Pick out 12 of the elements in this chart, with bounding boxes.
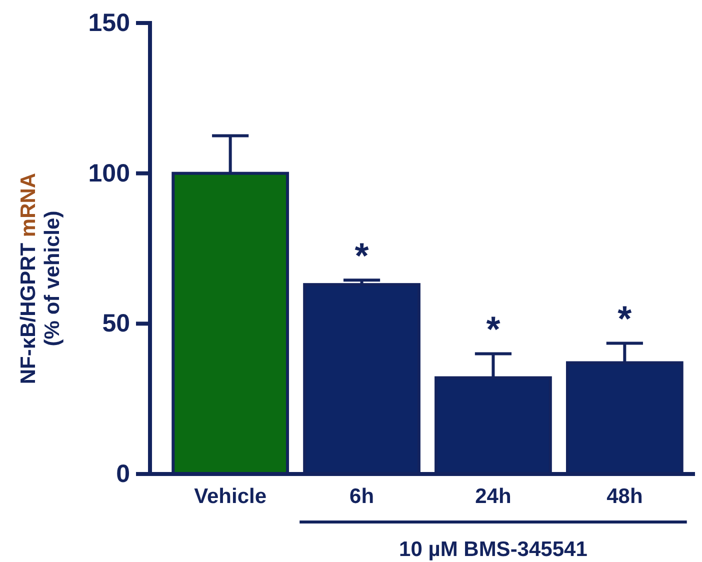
y-tick-label: 150 xyxy=(88,9,130,37)
annotation: * xyxy=(354,235,369,276)
x-tick-label: 48h xyxy=(606,484,643,508)
text: 10 µM BMS-345541 xyxy=(399,538,588,561)
x-tick-label: Vehicle xyxy=(194,484,267,508)
annotation: * xyxy=(486,308,500,350)
annotation: * xyxy=(618,298,632,340)
x-tick-label: 24h xyxy=(475,484,512,508)
y-tick-label: 100 xyxy=(88,159,130,188)
y-tick-label: 0 xyxy=(116,460,130,488)
x-tick-label: 6h xyxy=(350,484,374,508)
y-tick-label: 50 xyxy=(102,310,130,338)
